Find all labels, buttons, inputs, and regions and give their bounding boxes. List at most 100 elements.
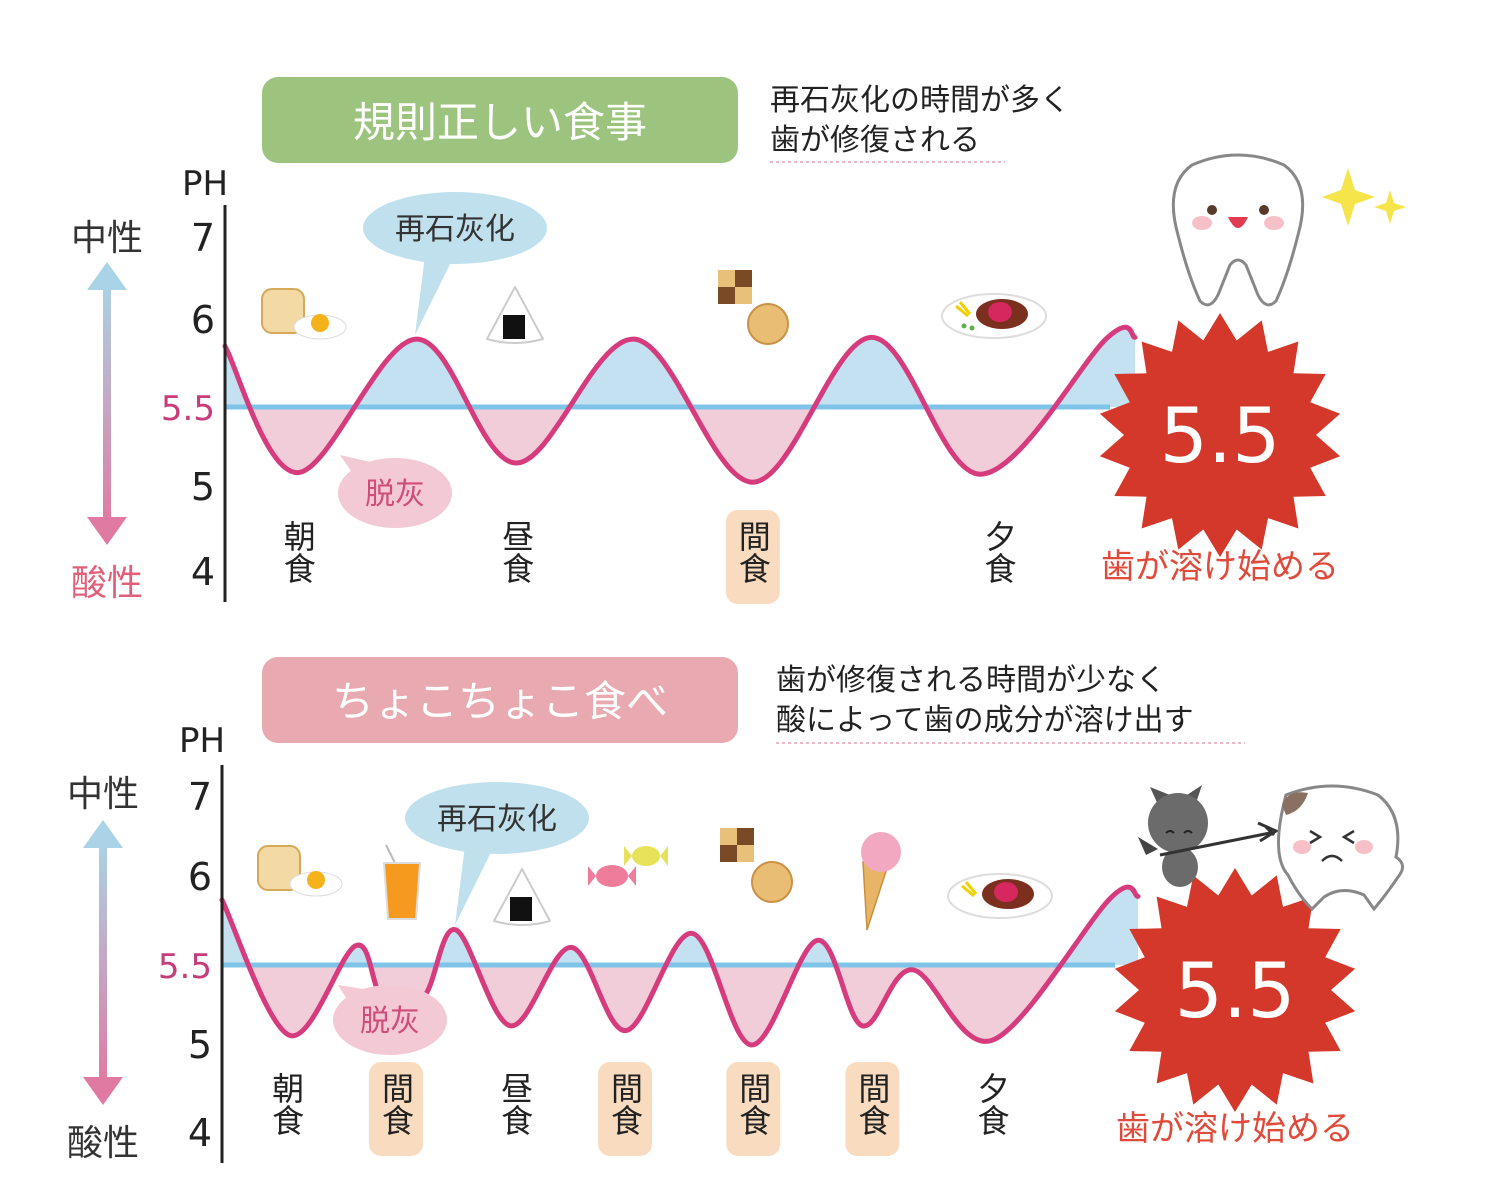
meal-label-text: 夕食 <box>980 520 1018 584</box>
data-point <box>1106 335 1110 339</box>
data-point <box>296 471 300 475</box>
demineralization-bubble: 脱灰 <box>333 985 447 1055</box>
cookies-icon <box>718 270 789 345</box>
data-point <box>514 461 518 465</box>
data-point <box>454 928 458 932</box>
meal-label-text: 昼食 <box>496 1072 534 1136</box>
data-point <box>860 1024 864 1028</box>
data-point <box>911 968 915 972</box>
meal-label-text: 間食 <box>734 1072 772 1136</box>
meal-label-text: 夕食 <box>972 1072 1010 1136</box>
meal-label-text: 間食 <box>853 1072 891 1136</box>
meal-label: 朝食 <box>279 520 317 584</box>
toast-egg-icon <box>261 288 347 340</box>
data-point <box>288 1033 292 1037</box>
data-point <box>990 1038 994 1042</box>
meal-label: 昼食 <box>497 520 535 584</box>
dinner-plate-icon <box>947 873 1053 919</box>
remineralization-label: 再石灰化 <box>395 212 515 247</box>
remineralization-label: 再石灰化 <box>437 802 557 837</box>
data-point <box>569 945 573 949</box>
warning-text: 歯が溶け始める <box>1101 547 1339 587</box>
neutral-label: 中性 <box>67 774 139 815</box>
remineralization-area <box>222 887 1138 965</box>
note-line-1: 歯が修復される時間が少なく <box>776 663 1166 698</box>
demineralization-label: 脱灰 <box>365 477 425 512</box>
cookies-icon <box>720 828 793 903</box>
data-point <box>815 938 819 942</box>
note-line-1: 再石灰化の時間が多く <box>770 83 1070 118</box>
y-tick-label: 5.5 <box>158 947 212 987</box>
y-tick-label: 5 <box>188 1023 212 1067</box>
meal-label-text: 間食 <box>377 1072 415 1136</box>
meal-label-snack: 間食 <box>369 1062 424 1156</box>
toast-egg-icon <box>257 845 343 897</box>
meal-label: 夕食 <box>972 1072 1010 1136</box>
ph-curve <box>219 884 1141 1048</box>
acidity-arrow-icon <box>87 262 127 545</box>
data-point <box>978 472 982 476</box>
threshold-burst: 5.5 <box>1099 313 1341 557</box>
meal-label: 朝食 <box>267 1072 305 1136</box>
demineralization-label: 脱灰 <box>360 1004 420 1039</box>
data-point <box>1136 894 1140 898</box>
data-point <box>624 1029 628 1033</box>
panel-regular-meals-header: 規則正しい食事 再石灰化の時間が多く 歯が修復される <box>262 77 1070 163</box>
demineralization-area <box>222 965 1138 1046</box>
data-point <box>354 944 358 948</box>
meal-label-snack: 間食 <box>725 510 780 604</box>
data-point <box>509 1024 513 1028</box>
data-point <box>1109 896 1113 900</box>
data-point <box>414 337 418 341</box>
remineralization-bubble: 再石灰化 <box>363 192 547 335</box>
y-tick-label: 4 <box>191 550 215 594</box>
threshold-value: 5.5 <box>1175 946 1296 1035</box>
demineralization-bubble: 脱灰 <box>338 455 452 528</box>
title-banner <box>262 657 738 743</box>
meal-label-text: 朝食 <box>267 1072 305 1136</box>
onigiri-icon <box>493 868 551 926</box>
meal-label-text: 昼食 <box>497 520 535 584</box>
meal-label-snack: 間食 <box>726 1062 781 1156</box>
acidic-label: 酸性 <box>67 1123 139 1164</box>
meal-label: 昼食 <box>496 1072 534 1136</box>
remineralization-area <box>225 327 1135 407</box>
demineralization-area <box>225 407 1135 483</box>
data-point <box>633 337 636 341</box>
y-axis-label: PH <box>182 164 228 204</box>
juice-icon <box>382 844 422 920</box>
sad-tooth-icon <box>1277 784 1404 912</box>
data-point <box>869 335 873 339</box>
panel-title: ちょこちょこ食べ <box>332 677 668 726</box>
meal-label-snack: 間食 <box>845 1062 900 1156</box>
note-line-2: 酸によって歯の成分が溶け出す <box>776 703 1194 738</box>
remineralization-bubble: 再石灰化 <box>405 782 589 925</box>
meal-label-text: 間食 <box>734 520 772 584</box>
y-tick-label: 4 <box>188 1111 212 1155</box>
warning-text: 歯が溶け始める <box>1116 1109 1354 1149</box>
y-tick-label: 5 <box>191 465 215 509</box>
panel-title: 規則正しい食事 <box>353 98 647 147</box>
meal-label-text: 間食 <box>606 1072 644 1136</box>
candy-icon <box>588 846 668 887</box>
y-axis-label: PH <box>179 721 225 761</box>
panel-snacking-header: ちょこちょこ食べ 歯が修復される時間が少なく 酸によって歯の成分が溶け出す <box>262 657 1245 744</box>
sparkle-icon <box>1322 168 1406 226</box>
y-tick-label: 7 <box>188 775 212 819</box>
acidity-arrow-icon <box>83 820 123 1105</box>
happy-tooth-icon <box>1171 153 1305 307</box>
ph-curve <box>222 324 1138 485</box>
data-point <box>749 1043 753 1047</box>
data-point <box>690 931 694 935</box>
neutral-label: 中性 <box>71 218 143 259</box>
meal-label-text: 朝食 <box>279 520 317 584</box>
devil-bacteria-icon <box>1138 785 1280 887</box>
note-line-2: 歯が修復される <box>770 123 980 158</box>
threshold-value: 5.5 <box>1160 391 1281 480</box>
ice-cream-icon <box>861 832 901 931</box>
y-tick-label: 5.5 <box>161 389 215 429</box>
meal-label: 夕食 <box>980 520 1018 584</box>
